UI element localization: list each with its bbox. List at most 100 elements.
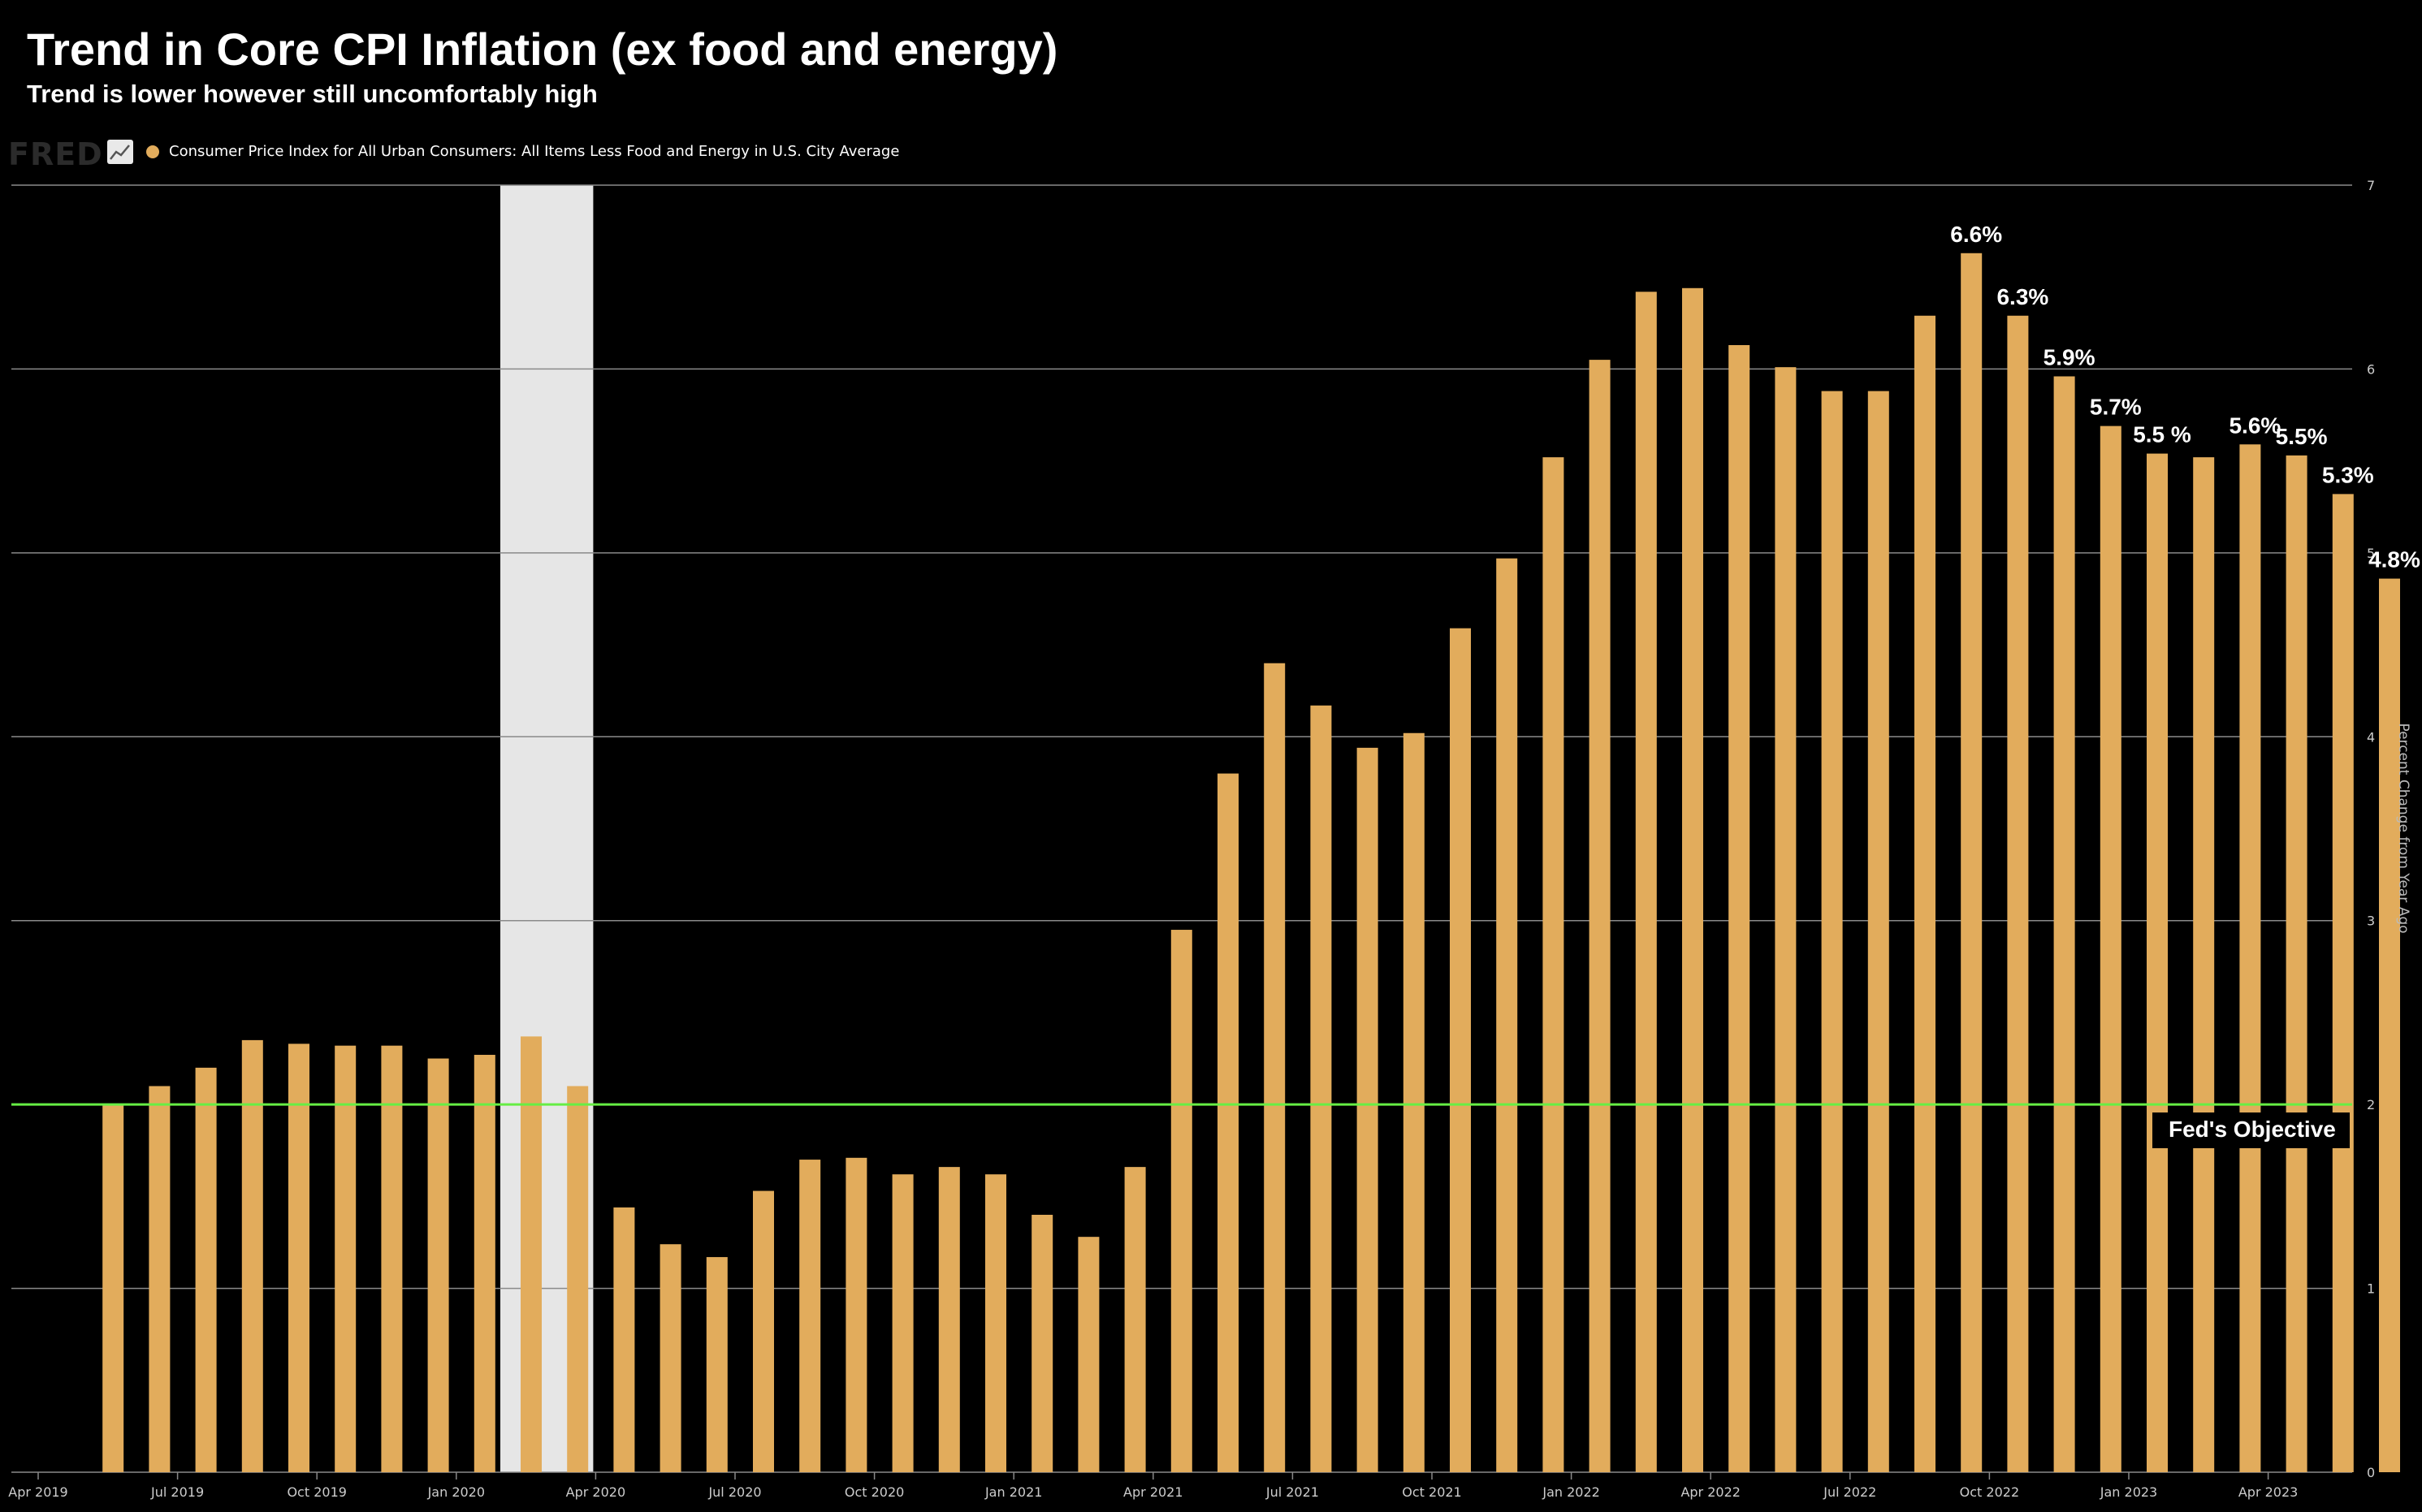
- y-tick-layer: 0 1 2 3 4 5 6 7: [2367, 178, 2375, 1480]
- x-tick-label: Jan 2021: [984, 1484, 1042, 1500]
- y-tick-label: 0: [2367, 1465, 2375, 1480]
- bar: [2147, 453, 2168, 1472]
- bar: [799, 1160, 821, 1472]
- bar: [1682, 287, 1703, 1472]
- bar: [753, 1190, 774, 1472]
- bar: [335, 1045, 357, 1472]
- y-tick-label: 3: [2367, 914, 2375, 929]
- y-tick-label: 6: [2367, 361, 2375, 377]
- bar: [1032, 1215, 1053, 1472]
- bar: [2239, 444, 2261, 1472]
- bar: [1403, 732, 1425, 1472]
- bar: [660, 1244, 681, 1472]
- bar: [1867, 391, 1889, 1473]
- data-label: 5.6%: [2229, 413, 2281, 438]
- bar: [241, 1039, 263, 1472]
- bar: [1961, 253, 1983, 1472]
- annotation-layer: 6.6% 6.3% 5.9% 5.7%5.5 % 5.6%5.5% 5.3% 4.8%: [1950, 222, 2420, 572]
- bar: [2053, 376, 2075, 1472]
- data-label: 5.9%: [2044, 344, 2095, 369]
- bar: [2100, 426, 2121, 1473]
- data-label: 5.5 %: [2133, 422, 2191, 447]
- x-tick-layer: Apr 2019 Jul 2019 Oct 2019 Jan 2020 Apr 2020…: [8, 1472, 2298, 1500]
- data-label: 5.5%: [2276, 424, 2328, 449]
- bar: [521, 1036, 542, 1472]
- data-label: 4.8%: [2368, 547, 2420, 572]
- x-tick-label: Oct 2020: [845, 1484, 904, 1500]
- x-tick-label: Apr 2021: [1123, 1484, 1183, 1500]
- bar: [1450, 628, 1471, 1472]
- bar: [1914, 315, 1935, 1472]
- y-axis-label: Percent Change from Year Ago: [2395, 723, 2411, 933]
- y-tick-label: 4: [2367, 729, 2375, 745]
- x-tick-label: Oct 2019: [287, 1484, 346, 1500]
- legend-label: Consumer Price Index for All Urban Consu…: [169, 143, 900, 160]
- x-tick-label: Jan 2023: [2100, 1484, 2157, 1500]
- legend: Consumer Price Index for All Urban Consu…: [146, 143, 899, 160]
- bar: [1542, 457, 1564, 1472]
- bar: [938, 1167, 960, 1472]
- bar: [381, 1045, 403, 1472]
- x-tick-label: Apr 2020: [566, 1484, 625, 1500]
- x-tick-label: Apr 2022: [1680, 1484, 1740, 1500]
- data-label: 5.7%: [2090, 395, 2142, 420]
- x-tick-label: Oct 2021: [1402, 1484, 1461, 1500]
- bar: [2286, 455, 2307, 1472]
- x-tick-label: Jan 2022: [1542, 1484, 1599, 1500]
- data-label: 6.6%: [1950, 222, 2002, 247]
- y-tick-label: 1: [2367, 1281, 2375, 1297]
- bar: [892, 1174, 914, 1472]
- y-tick-label: 5: [2367, 546, 2375, 561]
- x-tick-label: Jul 2022: [1823, 1484, 1876, 1500]
- bar: [1821, 391, 1843, 1473]
- legend-swatch: [146, 145, 159, 158]
- bar: [288, 1043, 309, 1472]
- bar: [985, 1174, 1006, 1472]
- bar: [427, 1058, 449, 1472]
- x-tick-label: Apr 2019: [8, 1484, 67, 1500]
- fred-logo: FRED: [8, 136, 103, 172]
- bar: [846, 1157, 867, 1472]
- x-tick-label: Jul 2020: [707, 1484, 761, 1500]
- bar-layer: [102, 253, 2400, 1473]
- x-tick-label: Jan 2020: [427, 1484, 485, 1500]
- bar: [1728, 344, 1750, 1472]
- bar: [613, 1207, 635, 1472]
- bar: [1170, 930, 1192, 1472]
- bar: [706, 1257, 728, 1472]
- bar: [2379, 578, 2400, 1472]
- chart-title: Trend in Core CPI Inflation (ex food and…: [27, 24, 1058, 75]
- objective-callout-box: [2152, 1112, 2350, 1148]
- bar: [2332, 494, 2354, 1472]
- bar: [2007, 315, 2029, 1472]
- graph-icon: [107, 140, 133, 164]
- bar: [567, 1086, 589, 1472]
- data-label: 6.3%: [1996, 284, 2048, 309]
- bar: [1264, 663, 1286, 1472]
- objective-callout-label: Fed's Objective: [2169, 1117, 2336, 1142]
- bar: [149, 1086, 171, 1472]
- bar: [1589, 360, 1611, 1472]
- bar: [1635, 292, 1657, 1472]
- x-tick-label: Oct 2022: [1960, 1484, 2019, 1500]
- bar: [1124, 1167, 1146, 1472]
- data-label: 5.3%: [2322, 462, 2374, 487]
- bar: [195, 1067, 217, 1472]
- bar: [1078, 1237, 1100, 1472]
- x-tick-label: Jul 2019: [150, 1484, 204, 1500]
- bar: [1217, 773, 1239, 1472]
- bar: [474, 1055, 495, 1472]
- y-tick-label: 7: [2367, 178, 2375, 193]
- y-axis-label-layer: Percent Change from Year Ago: [2395, 723, 2411, 933]
- bar: [1496, 558, 1518, 1472]
- bar: [2193, 457, 2215, 1472]
- x-tick-label: Jul 2021: [1265, 1484, 1319, 1500]
- x-tick-label: Apr 2023: [2238, 1484, 2298, 1500]
- bar: [1310, 705, 1332, 1472]
- y-tick-label: 2: [2367, 1097, 2375, 1112]
- bar: [1775, 367, 1797, 1472]
- bar: [102, 1104, 124, 1472]
- bar: [1356, 747, 1378, 1472]
- chart-subtitle: Trend is lower however still uncomfortab…: [27, 80, 598, 108]
